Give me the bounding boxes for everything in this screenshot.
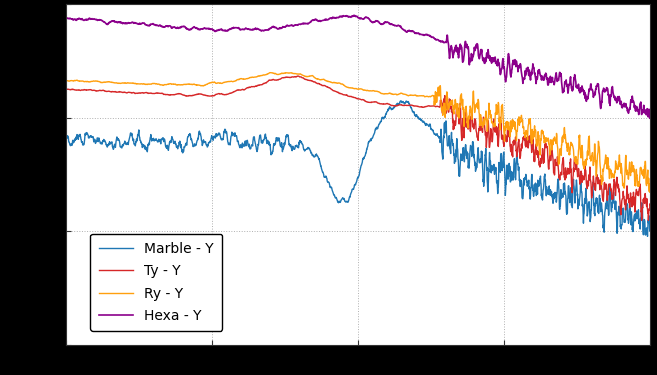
Hexa - Y xyxy=(630,100,638,104)
Marble - Y xyxy=(330,193,338,198)
Ty - Y xyxy=(91,88,99,93)
Ry - Y xyxy=(646,183,654,188)
Marble - Y xyxy=(346,195,354,200)
Line: Ty - Y: Ty - Y xyxy=(66,76,650,220)
Ry - Y xyxy=(91,79,99,83)
Hexa - Y xyxy=(62,15,70,20)
Ty - Y xyxy=(346,94,354,99)
Line: Ry - Y: Ry - Y xyxy=(66,73,650,192)
Line: Hexa - Y: Hexa - Y xyxy=(66,15,650,119)
Ty - Y xyxy=(62,87,70,92)
Hexa - Y xyxy=(629,99,637,103)
Marble - Y xyxy=(397,99,405,103)
Ty - Y xyxy=(629,190,637,195)
Ry - Y xyxy=(630,168,638,173)
Ty - Y xyxy=(331,89,339,93)
Ry - Y xyxy=(346,86,354,90)
Ty - Y xyxy=(646,203,654,207)
Hexa - Y xyxy=(646,111,654,116)
Ry - Y xyxy=(646,190,654,195)
Ry - Y xyxy=(62,78,70,82)
Legend: Marble - Y, Ty - Y, Ry - Y, Hexa - Y: Marble - Y, Ty - Y, Ry - Y, Hexa - Y xyxy=(90,234,222,331)
Marble - Y xyxy=(644,234,652,238)
Hexa - Y xyxy=(91,17,99,22)
Hexa - Y xyxy=(646,116,654,121)
Hexa - Y xyxy=(330,15,338,20)
Ty - Y xyxy=(645,218,652,223)
Line: Marble - Y: Marble - Y xyxy=(66,101,650,236)
Marble - Y xyxy=(630,218,638,222)
Hexa - Y xyxy=(522,66,530,71)
Ty - Y xyxy=(294,74,302,78)
Ty - Y xyxy=(630,195,638,200)
Ty - Y xyxy=(522,139,530,143)
Marble - Y xyxy=(62,136,70,141)
Marble - Y xyxy=(522,177,530,182)
Hexa - Y xyxy=(350,13,358,18)
Hexa - Y xyxy=(346,14,354,19)
Marble - Y xyxy=(91,141,99,146)
Marble - Y xyxy=(629,220,637,225)
Marble - Y xyxy=(646,226,654,231)
Ry - Y xyxy=(266,70,274,75)
Ry - Y xyxy=(629,163,637,168)
Ry - Y xyxy=(331,80,339,85)
Ry - Y xyxy=(522,131,530,136)
